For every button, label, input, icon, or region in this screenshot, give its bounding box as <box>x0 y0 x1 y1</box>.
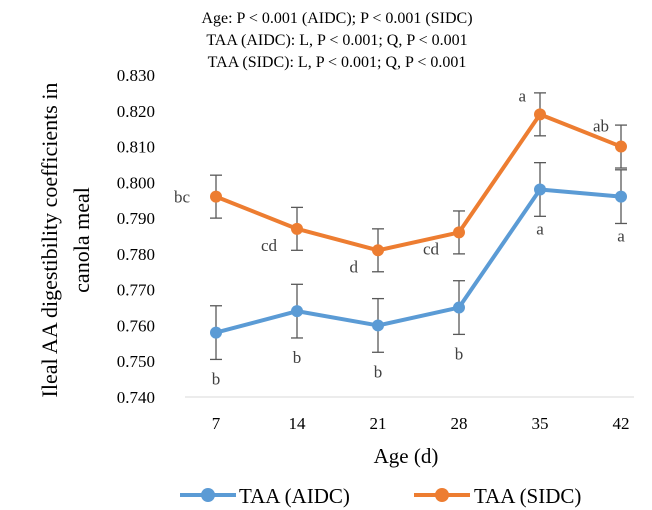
significance-letter: bc <box>174 188 191 207</box>
data-point <box>534 108 546 121</box>
y-tick-label: 0.760 <box>117 316 155 335</box>
y-tick-label: 0.830 <box>117 66 155 85</box>
y-axis-title: Ileal AA digestibility coefficients in ca… <box>37 83 94 398</box>
series-lines <box>214 112 623 335</box>
series-line-sidc <box>214 112 623 253</box>
y-tick-label: 0.790 <box>117 209 155 228</box>
chart-annotations: Age: P < 0.001 (AIDC); P < 0.001 (SIDC) T… <box>201 10 472 71</box>
significance-letter: ab <box>593 117 609 136</box>
y-tick-label: 0.810 <box>117 138 155 157</box>
x-tick-label: 14 <box>289 414 307 433</box>
legend-swatch-marker <box>201 488 215 502</box>
x-tick-label: 35 <box>532 414 549 433</box>
data-point <box>291 222 303 235</box>
legend-label: TAA (AIDC) <box>239 484 350 508</box>
significance-letter: d <box>350 257 359 276</box>
axes: 0.740 0.750 0.760 0.770 0.780 0.790 0.800 0.810… <box>117 66 634 468</box>
x-tick-label: 7 <box>212 414 221 433</box>
y-tick-label: 0.750 <box>117 352 155 371</box>
data-point <box>615 140 627 153</box>
data-point <box>372 319 384 332</box>
legend: TAA (AIDC) TAA (SIDC) <box>180 484 581 508</box>
y-tick-label: 0.770 <box>117 281 155 300</box>
x-tick-label: 28 <box>451 414 468 433</box>
data-point <box>291 305 303 318</box>
significance-letter: b <box>212 370 221 389</box>
y-axis-title-line: canola meal <box>69 187 94 293</box>
data-point <box>210 190 222 203</box>
significance-letter: a <box>617 227 625 246</box>
annotation-line: Age: P < 0.001 (AIDC); P < 0.001 (SIDC) <box>201 10 472 27</box>
significance-letter: b <box>293 348 302 367</box>
y-tick-label: 0.820 <box>117 102 155 121</box>
data-point <box>615 190 627 203</box>
y-axis-title-group: Ileal AA digestibility coefficients in ca… <box>37 83 94 398</box>
x-axis-title: Age (d) <box>374 444 439 468</box>
legend-item: TAA (SIDC) <box>414 484 581 508</box>
significance-letter: a <box>518 86 526 105</box>
x-tick-label: 21 <box>370 414 387 433</box>
legend-swatch-marker <box>435 488 449 502</box>
y-axis-title-line: Ileal AA digestibility coefficients in <box>37 83 62 398</box>
significance-letter: b <box>455 345 464 364</box>
significance-letter: a <box>536 219 544 238</box>
significance-letter: cd <box>423 239 440 258</box>
significance-letters: b b b b a a bc cd d cd a ab <box>174 86 625 388</box>
data-point <box>210 326 222 339</box>
x-tick-label: 42 <box>613 414 630 433</box>
series-points <box>210 108 627 339</box>
y-tick-label: 0.800 <box>117 173 155 192</box>
data-point <box>372 244 384 257</box>
legend-item: TAA (AIDC) <box>180 484 350 508</box>
legend-label: TAA (SIDC) <box>474 484 581 508</box>
annotation-line: TAA (SIDC): L, P < 0.001; Q, P < 0.001 <box>208 54 467 71</box>
data-point <box>453 301 465 314</box>
series-line-aidc <box>214 187 623 335</box>
data-point <box>534 183 546 196</box>
annotation-line: TAA (AIDC): L, P < 0.001; Q, P < 0.001 <box>206 32 467 49</box>
data-point <box>453 226 465 239</box>
y-tick-label: 0.740 <box>117 388 155 407</box>
significance-letter: cd <box>261 236 278 255</box>
y-tick-label: 0.780 <box>117 245 155 264</box>
significance-letter: b <box>374 362 383 381</box>
